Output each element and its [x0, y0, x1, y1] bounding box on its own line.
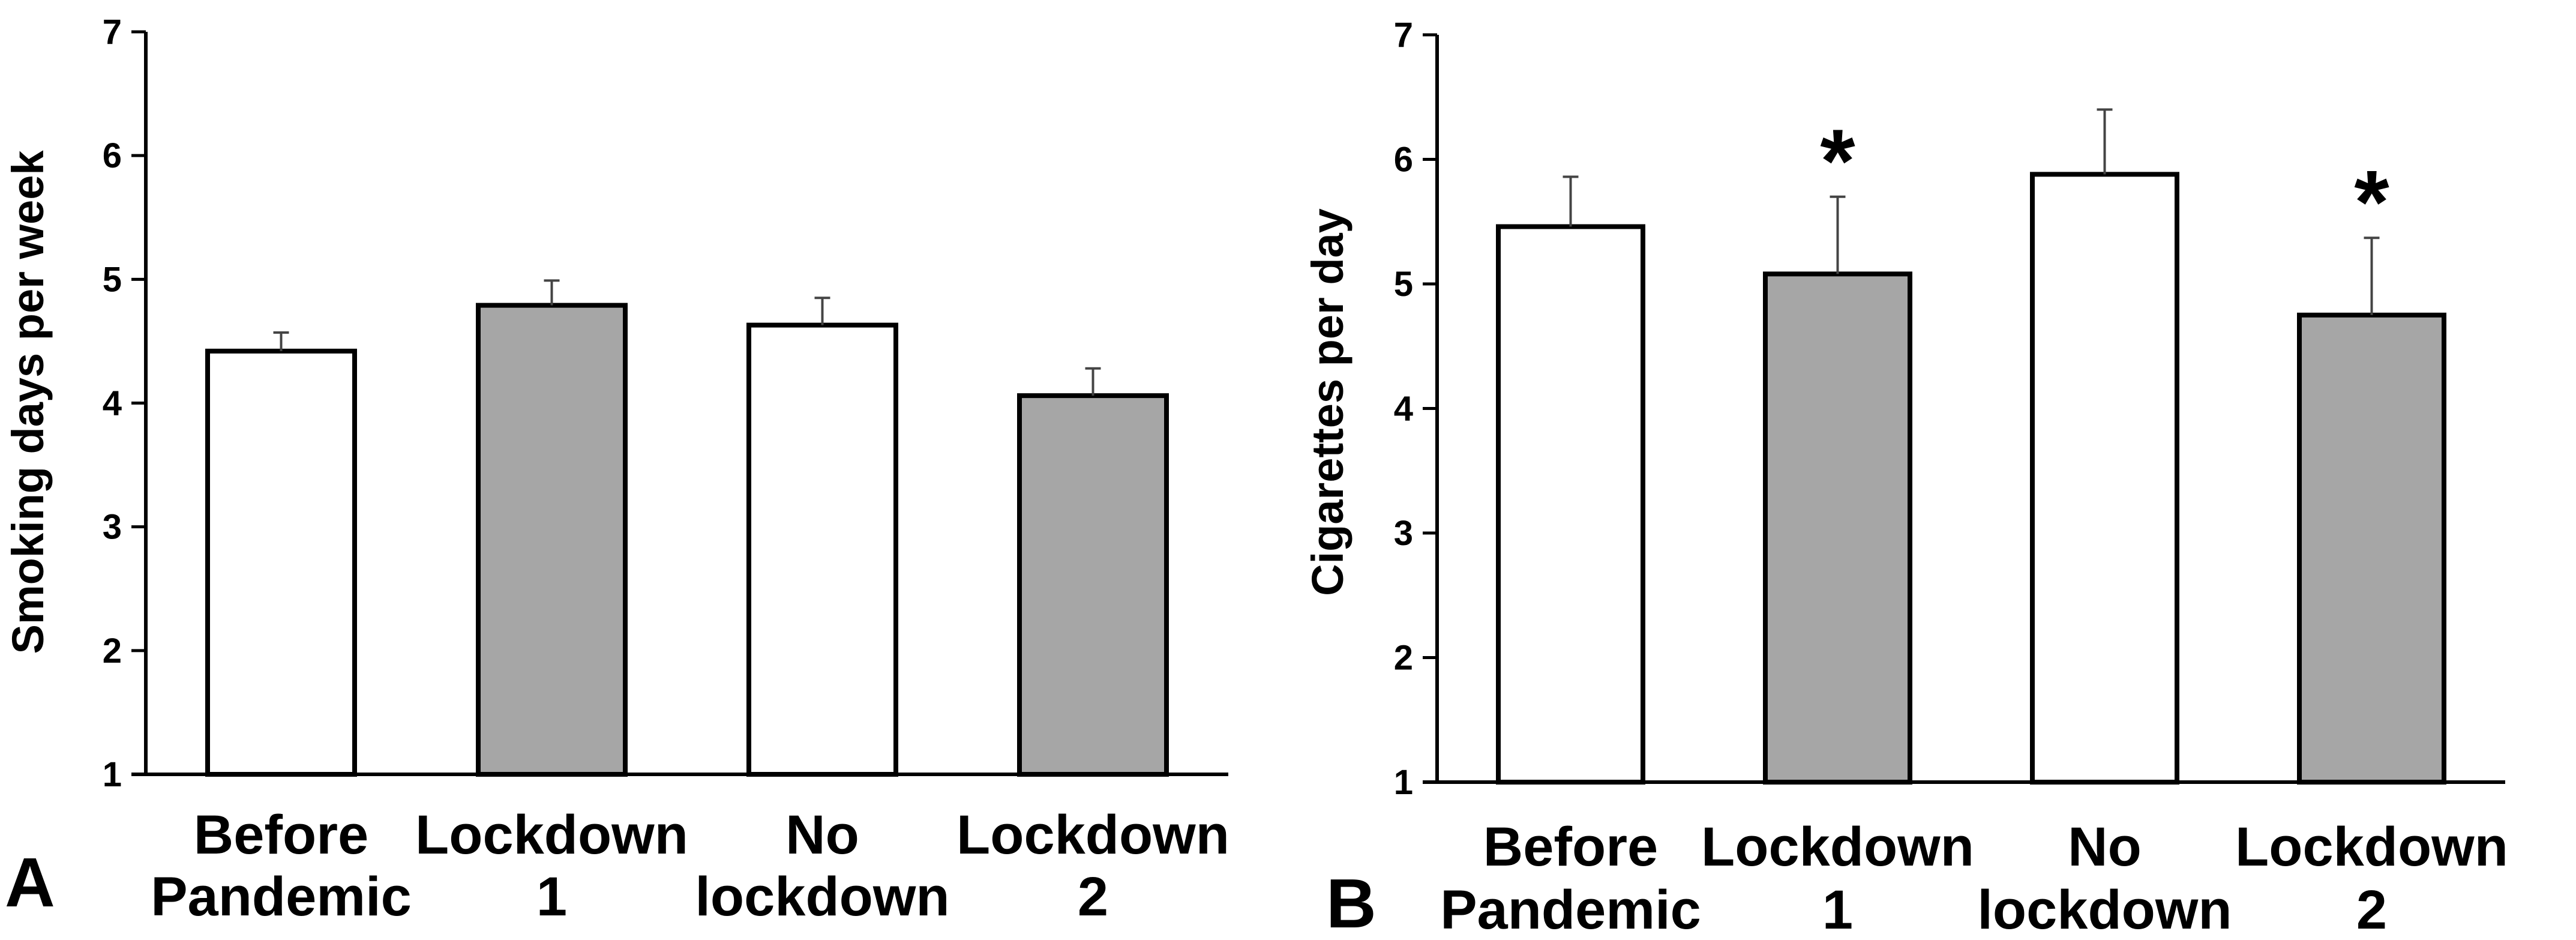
- y-axis-title: Cigarettes per day: [1303, 208, 1353, 596]
- bar: [746, 322, 898, 777]
- x-category-label: Lockdown: [1701, 816, 1974, 878]
- x-category-label: Pandemic: [151, 866, 412, 927]
- x-category-label: 1: [536, 866, 567, 927]
- chart-panel-a: 1 2 3 4 5 6 7 Smoking days per week BeforePandem…: [3, 13, 1229, 927]
- y-tick-label: 7: [103, 13, 122, 52]
- significance-marker: *: [2354, 151, 2389, 252]
- panel-label-b: B: [1326, 864, 1377, 940]
- y-tick-label: 6: [103, 136, 122, 175]
- x-category-label: Before: [1483, 816, 1658, 878]
- bar: [205, 348, 357, 777]
- y-tick-label: 7: [1394, 16, 1413, 55]
- y-tick-label: 5: [103, 260, 122, 299]
- x-category-label: Lockdown: [415, 804, 688, 866]
- y-tick-label: 4: [103, 384, 122, 423]
- y-tick-label: 5: [1394, 265, 1413, 304]
- panel-label-a: A: [5, 843, 55, 921]
- bar: [476, 303, 628, 777]
- x-category-label: Before: [194, 804, 368, 866]
- y-tick-label: 1: [103, 755, 122, 794]
- x-category-label: 2: [1078, 866, 1108, 927]
- y-tick-label: 2: [103, 631, 122, 670]
- y-tick-label: 3: [103, 508, 122, 547]
- bar: [1496, 224, 1645, 785]
- x-category-label: Lockdown: [2235, 816, 2508, 878]
- y-tick-label: 2: [1394, 639, 1413, 678]
- y-tick-label: 4: [1394, 390, 1413, 429]
- bar: [1763, 271, 1912, 785]
- bar: [2297, 312, 2446, 785]
- significance-marker: *: [1820, 110, 1855, 211]
- y-axis-title: Smoking days per week: [3, 150, 53, 654]
- y-tick-label: 6: [1394, 140, 1413, 179]
- bar: [2030, 172, 2179, 785]
- x-category-label: lockdown: [1977, 879, 2232, 940]
- x-category-label: 1: [1822, 879, 1853, 940]
- x-category-label: No: [2068, 816, 2142, 878]
- x-category-label: No: [785, 804, 859, 866]
- x-category-label: Lockdown: [956, 804, 1229, 866]
- y-tick-label: 1: [1394, 763, 1413, 802]
- y-tick-label: 3: [1394, 514, 1413, 553]
- x-category-label: Pandemic: [1440, 879, 1701, 940]
- x-category-label: 2: [2356, 879, 2387, 940]
- bar: [1017, 393, 1169, 777]
- x-category-label: lockdown: [695, 866, 949, 927]
